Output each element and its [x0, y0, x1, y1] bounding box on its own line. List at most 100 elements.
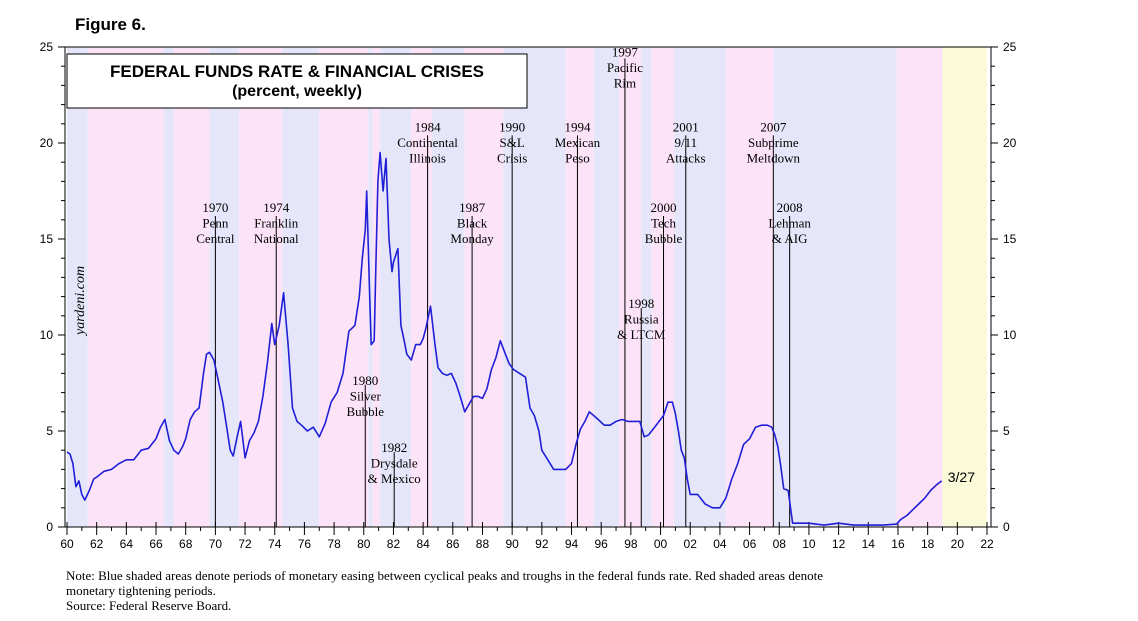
- crisis-label-2007: 2007: [760, 119, 787, 134]
- shade-tightening-15: [565, 47, 594, 527]
- crisis-label-1994: Peso: [565, 150, 590, 165]
- xtick-label: 86: [446, 537, 460, 551]
- crisis-label-1974: Franklin: [254, 216, 299, 231]
- crisis-label-1990: Crisis: [497, 150, 527, 165]
- crisis-label-2000: Tech: [651, 216, 677, 231]
- crisis-label-1980: Silver: [350, 388, 382, 403]
- shade-tightening-3: [173, 47, 210, 527]
- xtick-label: 84: [416, 537, 430, 551]
- crisis-lines: [214, 58, 791, 527]
- ytick-label-left: 0: [46, 520, 53, 534]
- shade-tightening-1: [87, 47, 164, 527]
- xtick-label: 76: [298, 537, 312, 551]
- crisis-label-1998: & LTCM: [617, 327, 666, 342]
- crisis-label-2001: Attacks: [666, 150, 706, 165]
- crisis-label-1987: Monday: [450, 231, 494, 246]
- crisis-label-1982: Drysdale: [371, 456, 418, 471]
- xtick-label: 94: [565, 537, 579, 551]
- ytick-label-right: 20: [1003, 136, 1017, 150]
- shade-forecast-24: [942, 47, 987, 527]
- shade-easing-12: [432, 47, 465, 527]
- shade-tightening-17: [619, 47, 642, 527]
- crisis-label-2007: Subprime: [748, 135, 799, 150]
- xtick-label: 96: [595, 537, 609, 551]
- watermark: yardeni.com: [73, 266, 88, 337]
- crisis-label-1994: 1994: [564, 119, 591, 134]
- xtick-label: 06: [743, 537, 757, 551]
- ytick-label-right: 0: [1003, 520, 1010, 534]
- xtick-label: 70: [209, 537, 223, 551]
- crisis-labels: 1970PennCentral1974FranklinNational1980S…: [196, 45, 811, 487]
- crisis-label-1984: 1984: [415, 119, 442, 134]
- shade-tightening-9: [372, 47, 381, 527]
- crisis-label-2000: 2000: [651, 200, 677, 215]
- xtick-label: 12: [832, 537, 846, 551]
- chart-title: FEDERAL FUNDS RATE & FINANCIAL CRISES: [110, 62, 484, 81]
- figure-label: Figure 6.: [75, 15, 146, 34]
- xtick-label: 02: [684, 537, 698, 551]
- crisis-label-2000: Bubble: [645, 231, 683, 246]
- xtick-label: 78: [327, 537, 341, 551]
- shade-easing-6: [282, 47, 320, 527]
- fed-funds-rate-line: [66, 151, 943, 526]
- ytick-label-left: 25: [40, 40, 54, 54]
- xtick-label: 80: [357, 537, 371, 551]
- xtick-label: 14: [862, 537, 876, 551]
- xtick-label: 22: [980, 537, 994, 551]
- shade-easing-18: [641, 47, 652, 527]
- xtick-label: 18: [921, 537, 935, 551]
- crisis-label-1998: Russia: [624, 312, 659, 327]
- title-box: FEDERAL FUNDS RATE & FINANCIAL CRISES (p…: [66, 53, 528, 109]
- ytick-label-right: 10: [1003, 328, 1017, 342]
- crisis-label-1984: Continental: [397, 135, 458, 150]
- xtick-label: 16: [891, 537, 905, 551]
- shade-easing-0: [67, 47, 88, 527]
- shade-easing-4: [209, 47, 240, 527]
- shade-tightening-11: [411, 47, 433, 527]
- shaded-periods: [67, 47, 987, 527]
- footnote: Note: Blue shaded areas denote periods o…: [66, 568, 1066, 613]
- chart-subtitle: (percent, weekly): [232, 83, 362, 100]
- crisis-label-1974: National: [254, 231, 299, 246]
- plot-frame: [64, 46, 992, 528]
- xtick-label: 20: [951, 537, 965, 551]
- xtick-label: 92: [535, 537, 549, 551]
- crisis-label-1990: 1990: [499, 119, 525, 134]
- fed-funds-chart: 1970PennCentral1974FranklinNational1980S…: [40, 40, 1017, 551]
- shade-tightening-21: [725, 47, 774, 527]
- ytick-label-right: 5: [1003, 424, 1010, 438]
- xtick-label: 10: [802, 537, 816, 551]
- xtick-label: 90: [505, 537, 519, 551]
- ytick-label-left: 20: [40, 136, 54, 150]
- crisis-label-2008: Lehman: [768, 216, 811, 231]
- crisis-label-1974: 1974: [263, 200, 290, 215]
- end-date-label: 3/27: [948, 469, 975, 485]
- crisis-label-1970: Penn: [202, 216, 229, 231]
- note-line-1: Note: Blue shaded areas denote periods o…: [66, 568, 823, 583]
- axis-ticks: [58, 46, 998, 535]
- crisis-label-2001: 9/11: [674, 135, 697, 150]
- crisis-label-1980: 1980: [352, 373, 378, 388]
- shade-easing-20: [673, 47, 726, 527]
- crisis-label-1997: Rim: [614, 76, 636, 91]
- crisis-label-2001: 2001: [673, 119, 699, 134]
- xtick-label: 82: [387, 537, 401, 551]
- shade-tightening-13: [464, 47, 504, 527]
- xtick-label: 00: [654, 537, 668, 551]
- xtick-label: 98: [624, 537, 638, 551]
- crisis-label-1980: Bubble: [346, 404, 384, 419]
- xtick-label: 04: [713, 537, 727, 551]
- xtick-label: 88: [476, 537, 490, 551]
- crisis-label-1997: Pacific: [607, 60, 643, 75]
- shade-easing-16: [593, 47, 619, 527]
- xtick-label: 66: [149, 537, 163, 551]
- crisis-label-2008: & AIG: [772, 231, 808, 246]
- crisis-label-1982: 1982: [381, 440, 407, 455]
- crisis-label-1987: 1987: [459, 200, 486, 215]
- shade-tightening-23: [896, 47, 943, 527]
- ytick-label-right: 25: [1003, 40, 1017, 54]
- note-line-2: monetary tightening periods.: [66, 583, 216, 598]
- shade-tightening-5: [239, 47, 283, 527]
- crisis-label-1994: Mexican: [555, 135, 601, 150]
